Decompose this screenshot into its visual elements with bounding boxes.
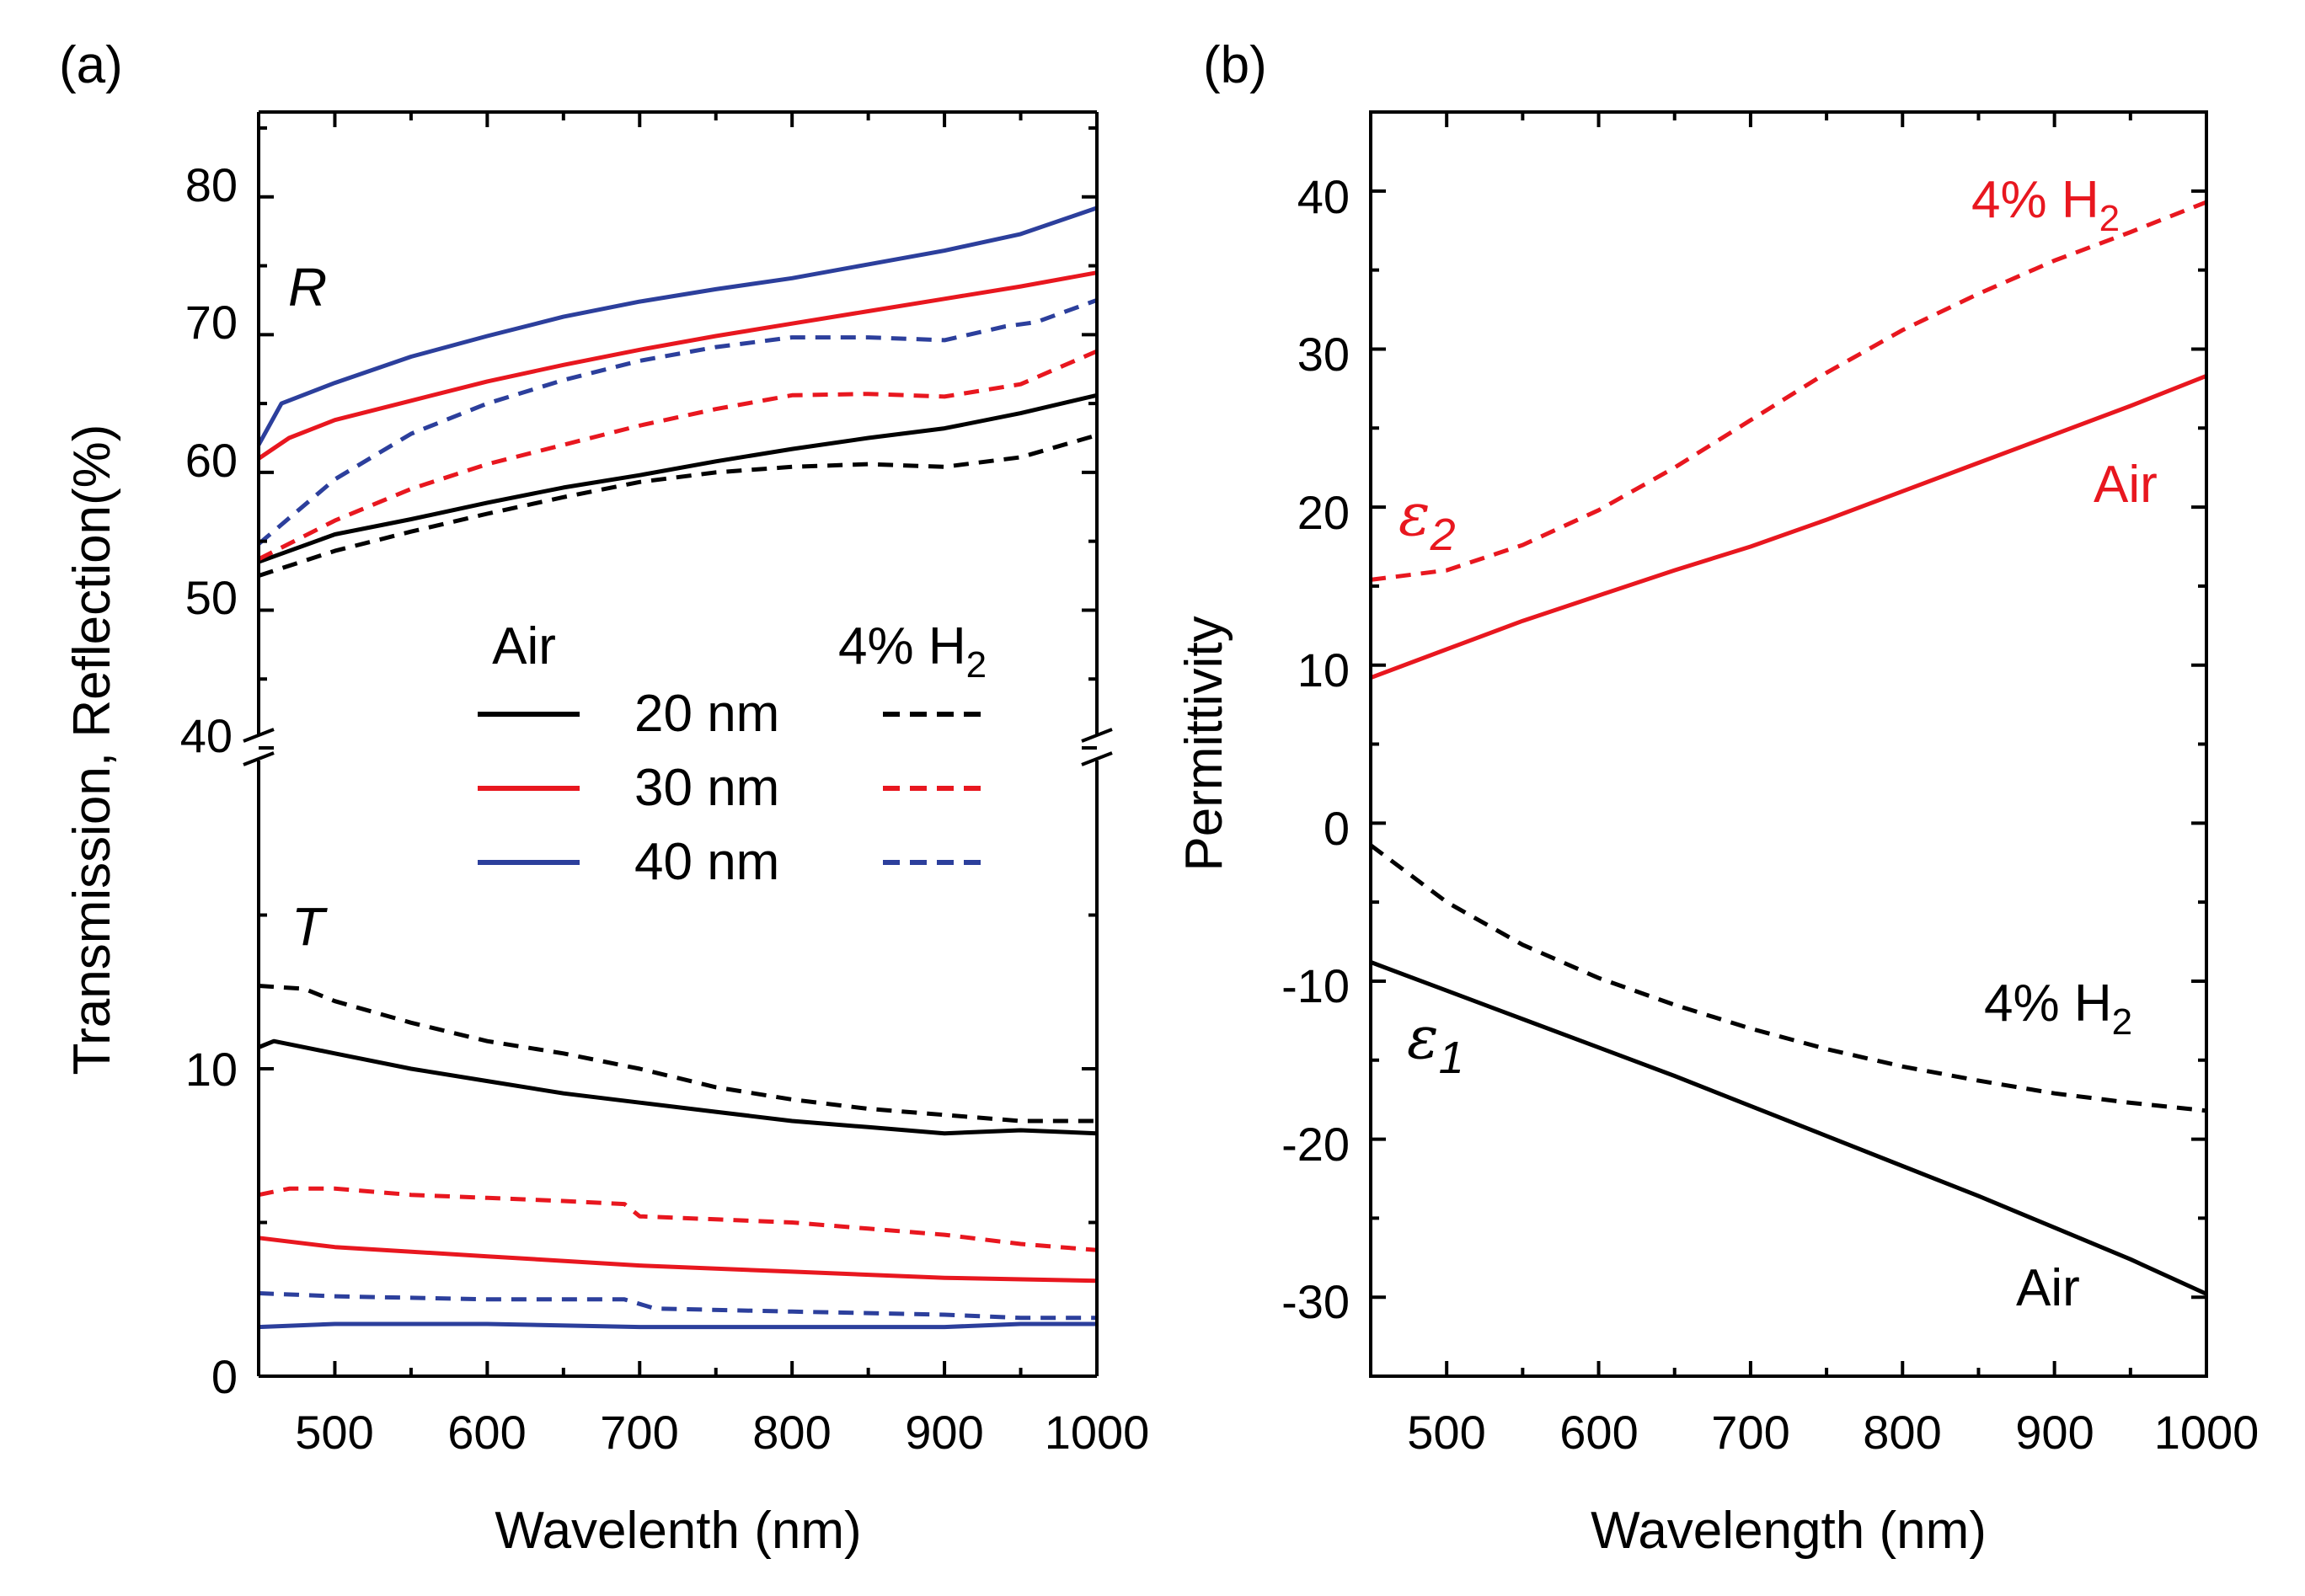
ytick-label-80: 80 bbox=[185, 158, 238, 211]
xtick-label-900: 900 bbox=[905, 1406, 983, 1459]
panel-b: 40 30 20 10 0 -10 -20 -30 500 600 700 80… bbox=[1175, 110, 2259, 1560]
panel-b-xtick-labels: 500 600 700 800 900 1000 bbox=[1407, 1406, 2259, 1459]
label-eps2-h2: 4% H2 bbox=[1971, 171, 2120, 239]
series-t-30-nm-air bbox=[258, 1236, 1098, 1284]
series-1-air bbox=[1370, 960, 2208, 1296]
ytick-label-50: 50 bbox=[185, 571, 238, 624]
legend-label-30nm: 30 nm bbox=[634, 759, 779, 817]
label-eps2-h2-sub: 2 bbox=[2099, 198, 2120, 239]
series-1-4pct-h2 bbox=[1369, 843, 2207, 1113]
ytick-label-neg20: -20 bbox=[1281, 1118, 1350, 1171]
axis-break-mark-left-2 bbox=[243, 751, 275, 766]
xtick-label-600: 600 bbox=[1559, 1406, 1638, 1459]
panel-b-ytick-labels: 40 30 20 10 0 -10 -20 -30 bbox=[1281, 170, 1350, 1328]
series-t-30-nm-4pct-h2 bbox=[258, 1186, 1098, 1252]
series-2-4pct-h2 bbox=[1370, 200, 2207, 582]
panel-a-ylabel: Transmission, Reflection(%) bbox=[63, 424, 121, 1076]
label-epsilon-2-sub: 2 bbox=[1430, 510, 1456, 560]
series-r-30-nm-4pct-h2 bbox=[257, 349, 1098, 562]
series-r-20-nm-4pct-h2 bbox=[258, 433, 1098, 578]
label-epsilon-1-symbol: ε bbox=[1407, 1003, 1439, 1072]
axis-break-mark-right-2 bbox=[1081, 751, 1113, 766]
xtick-label-800: 800 bbox=[1863, 1406, 1941, 1459]
panel-b-xlabel: Wavelength (nm) bbox=[1591, 1502, 1987, 1560]
ytick-label-60: 60 bbox=[185, 434, 238, 487]
panel-a-ytick-labels: 80 70 60 50 40 10 0 bbox=[180, 158, 238, 1403]
label-epsilon-2: ε2 bbox=[1399, 480, 1456, 560]
panel-a-xtick-labels: 500 600 700 800 900 1000 bbox=[295, 1406, 1149, 1459]
series-r-30-nm-air bbox=[257, 270, 1098, 461]
panel-b-frame bbox=[1369, 110, 2208, 1378]
label-epsilon-1: ε1 bbox=[1407, 1003, 1464, 1083]
ytick-label-40: 40 bbox=[180, 709, 233, 762]
xtick-label-900: 900 bbox=[2015, 1406, 2094, 1459]
legend-col-h2-text: 4% H bbox=[838, 617, 966, 675]
label-eps1-h2-sub: 2 bbox=[2112, 1001, 2132, 1043]
series-r-40-nm-4pct-h2 bbox=[257, 298, 1098, 546]
series-t-40-nm-air bbox=[258, 1321, 1097, 1330]
legend-label-20nm: 20 nm bbox=[634, 685, 779, 743]
xtick-label-700: 700 bbox=[1711, 1406, 1789, 1459]
annotation-R: R bbox=[288, 257, 327, 318]
series-t-20-nm-4pct-h2 bbox=[258, 984, 1097, 1124]
label-eps1-air: Air bbox=[2016, 1259, 2080, 1317]
label-epsilon-1-sub: 1 bbox=[1439, 1033, 1464, 1083]
series-t-20-nm-air bbox=[258, 1038, 1098, 1136]
series-2-air bbox=[1370, 373, 2207, 681]
series-t-40-nm-4pct-h2 bbox=[258, 1291, 1097, 1321]
panel-a-xlabel: Wavelenth (nm) bbox=[495, 1502, 861, 1560]
xtick-label-700: 700 bbox=[600, 1406, 678, 1459]
ytick-label-70: 70 bbox=[185, 296, 238, 349]
panel-b-ticks bbox=[1369, 110, 2208, 1378]
legend-col-h2-sub: 2 bbox=[966, 644, 987, 686]
axis-break-mark-right-1 bbox=[1081, 728, 1113, 743]
ytick-label-20: 20 bbox=[1297, 486, 1350, 539]
legend-col-air: Air bbox=[492, 617, 556, 675]
xtick-label-800: 800 bbox=[752, 1406, 831, 1459]
xtick-label-500: 500 bbox=[1407, 1406, 1485, 1459]
panel-a-series bbox=[256, 206, 1098, 1330]
annotation-T: T bbox=[291, 896, 328, 957]
panel-b-series bbox=[1369, 200, 2208, 1296]
ytick-label-0: 0 bbox=[211, 1350, 238, 1403]
label-eps1-h2-text: 4% H bbox=[1984, 974, 2112, 1033]
panel-a-ticks bbox=[257, 112, 1099, 1378]
legend-label-40nm: 40 nm bbox=[634, 833, 779, 891]
axis-break-mark-left-1 bbox=[243, 728, 275, 743]
legend-col-h2: 4% H2 bbox=[838, 617, 987, 686]
ytick-label-30: 30 bbox=[1297, 328, 1350, 381]
ytick-label-40: 40 bbox=[1297, 170, 1350, 223]
label-eps2-air: Air bbox=[2094, 456, 2158, 514]
series-r-40-nm-air bbox=[256, 206, 1098, 446]
ytick-label-neg10: -10 bbox=[1281, 959, 1350, 1012]
panel-a-legend: Air 4% H2 20 nm 30 nm 40 nm bbox=[478, 617, 987, 891]
panel-a: 80 70 60 50 40 10 0 500 600 700 800 900 … bbox=[63, 110, 1149, 1560]
label-eps1-h2: 4% H2 bbox=[1984, 974, 2132, 1043]
label-eps2-h2-text: 4% H bbox=[1971, 171, 2099, 229]
label-epsilon-2-symbol: ε bbox=[1399, 480, 1431, 549]
xtick-label-1000: 1000 bbox=[2154, 1406, 2260, 1459]
panel-b-ylabel: Permittivity bbox=[1175, 616, 1233, 871]
series-r-20-nm-air bbox=[258, 392, 1098, 564]
xtick-label-1000: 1000 bbox=[1045, 1406, 1150, 1459]
ytick-label-0: 0 bbox=[1324, 802, 1350, 855]
panel-b-label: (b) bbox=[1203, 36, 1267, 94]
ytick-label-10: 10 bbox=[1297, 643, 1350, 697]
xtick-label-600: 600 bbox=[447, 1406, 526, 1459]
panel-a-frame bbox=[257, 110, 1099, 1378]
ytick-label-neg30: -30 bbox=[1281, 1275, 1350, 1328]
ytick-label-10: 10 bbox=[185, 1043, 238, 1096]
panel-a-label: (a) bbox=[59, 36, 123, 94]
xtick-label-500: 500 bbox=[295, 1406, 373, 1459]
